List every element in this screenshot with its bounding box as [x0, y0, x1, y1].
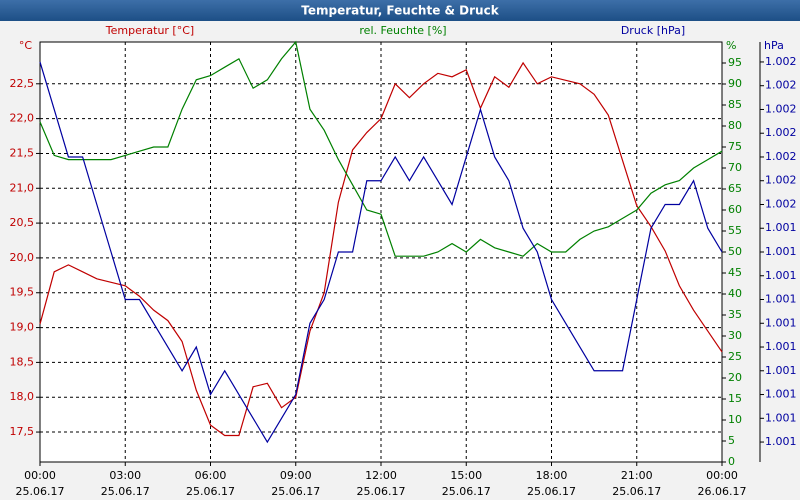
- y2-tick-label: 25: [728, 350, 742, 363]
- x-tick-label: 00:00: [24, 469, 56, 482]
- x-tick-date: 25.06.17: [186, 485, 235, 498]
- y2-tick-label: 65: [728, 182, 742, 195]
- x-tick-label: 12:00: [365, 469, 397, 482]
- y3-tick-label: 1.001: [765, 316, 797, 329]
- x-tick-date: 25.06.17: [357, 485, 406, 498]
- y3-axis-label: Druck [hPa]: [621, 24, 685, 37]
- y3-tick-label: 1.002: [765, 102, 797, 115]
- y-tick-label: 18,5: [10, 355, 35, 368]
- x-tick-date: 26.06.17: [698, 485, 747, 498]
- y-tick-label: 20,0: [10, 251, 35, 264]
- y2-tick-label: 70: [728, 161, 742, 174]
- y2-tick-label: 35: [728, 308, 742, 321]
- y2-tick-label: 90: [728, 77, 742, 90]
- y3-tick-label: 1.002: [765, 126, 797, 139]
- y2-tick-label: 55: [728, 224, 742, 237]
- y2-tick-label: 95: [728, 56, 742, 69]
- x-tick-date: 25.06.17: [101, 485, 150, 498]
- y2-axis-label: rel. Feuchte [%]: [359, 24, 446, 37]
- series-line: [39, 61, 723, 437]
- title-bar: [0, 0, 800, 21]
- y-tick-label: 19,0: [10, 321, 35, 334]
- y3-tick-label: 1.002: [765, 55, 797, 68]
- y2-tick-label: 5: [728, 434, 735, 447]
- y3-tick-label: 1.001: [765, 221, 797, 234]
- x-tick-date: 25.06.17: [527, 485, 576, 498]
- y2-unit: %: [726, 39, 736, 52]
- x-tick-label: 00:00: [706, 469, 738, 482]
- y-tick-label: 20,5: [10, 216, 35, 229]
- x-tick-label: 15:00: [450, 469, 482, 482]
- x-tick-label: 09:00: [280, 469, 312, 482]
- x-tick-date: 25.06.17: [16, 485, 65, 498]
- x-tick-label: 21:00: [621, 469, 653, 482]
- y-tick-label: 17,5: [10, 425, 35, 438]
- y-axis-label: Temperatur [°C]: [105, 24, 194, 37]
- y2-tick-label: 0: [728, 455, 735, 468]
- y3-tick-label: 1.001: [765, 245, 797, 258]
- y3-tick-label: 1.001: [765, 340, 797, 353]
- y2-tick-label: 85: [728, 98, 742, 111]
- y3-tick-label: 1.002: [765, 79, 797, 92]
- y2-tick-label: 75: [728, 140, 742, 153]
- y2-tick-label: 40: [728, 287, 742, 300]
- y-unit: °C: [19, 39, 33, 52]
- y3-tick-label: 1.001: [765, 411, 797, 424]
- y3-tick-label: 1.002: [765, 150, 797, 163]
- x-tick-label: 03:00: [109, 469, 141, 482]
- y2-tick-label: 80: [728, 119, 742, 132]
- y-tick-label: 18,0: [10, 390, 35, 403]
- y-tick-label: 21,5: [10, 146, 35, 159]
- y2-tick-label: 50: [728, 245, 742, 258]
- y3-tick-label: 1.001: [765, 269, 797, 282]
- y2-tick-label: 20: [728, 371, 742, 384]
- y3-tick-label: 1.002: [765, 197, 797, 210]
- x-tick-date: 25.06.17: [271, 485, 320, 498]
- y-tick-label: 22,5: [10, 77, 35, 90]
- y2-tick-label: 10: [728, 413, 742, 426]
- x-tick-date: 25.06.17: [442, 485, 491, 498]
- y3-tick-label: 1.001: [765, 388, 797, 401]
- y2-tick-label: 60: [728, 203, 742, 216]
- y3-tick-label: 1.001: [765, 435, 797, 448]
- y-tick-label: 21,0: [10, 181, 35, 194]
- chart-title: Temperatur, Feuchte & Druck: [301, 4, 499, 18]
- x-tick-label: 06:00: [195, 469, 227, 482]
- y3-tick-label: 1.001: [765, 364, 797, 377]
- x-tick-label: 18:00: [536, 469, 568, 482]
- y2-tick-label: 30: [728, 329, 742, 342]
- y3-unit: hPa: [764, 39, 784, 52]
- series-line: [39, 61, 723, 444]
- y3-tick-label: 1.002: [765, 174, 797, 187]
- y2-tick-label: 15: [728, 392, 742, 405]
- y-tick-label: 22,0: [10, 112, 35, 125]
- y2-tick-label: 45: [728, 266, 742, 279]
- y3-tick-label: 1.001: [765, 293, 797, 306]
- series-line: [39, 40, 723, 257]
- y-tick-label: 19,5: [10, 286, 35, 299]
- x-tick-date: 25.06.17: [612, 485, 661, 498]
